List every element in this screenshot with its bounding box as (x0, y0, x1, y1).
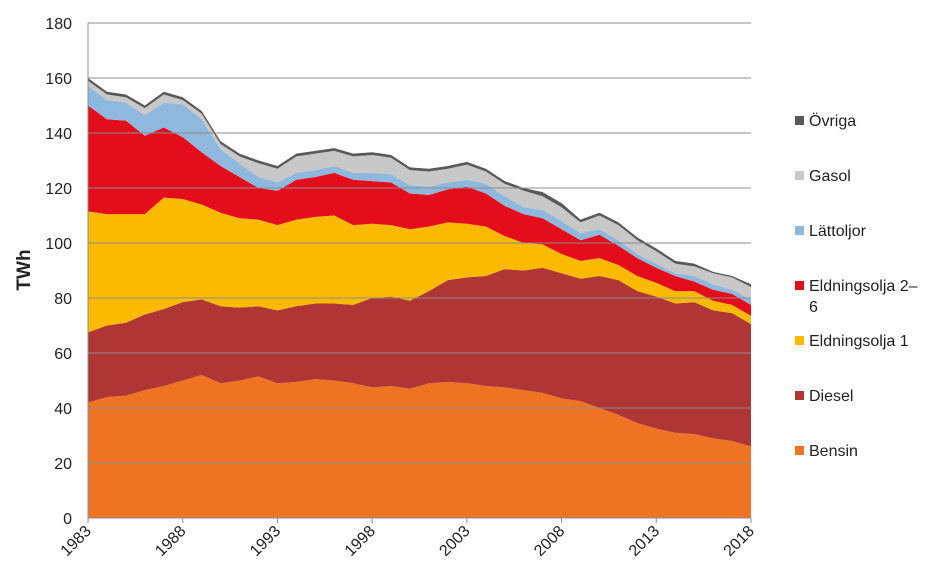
area (88, 105, 751, 316)
area (88, 375, 751, 518)
y-tick-label: 80 (54, 291, 72, 308)
y-tick-label: 140 (45, 126, 72, 143)
legend-swatch (795, 281, 804, 290)
legend-item: Eldningsolja 1 (795, 331, 919, 352)
legend-item: Gasol (795, 166, 919, 187)
legend-item: Bensin (795, 441, 919, 462)
x-tick-label: 1983 (58, 523, 95, 560)
x-tick-label: 2013 (626, 523, 663, 560)
legend-item: Lättoljor (795, 221, 919, 242)
y-tick-label: 60 (54, 346, 72, 363)
area (88, 80, 751, 300)
y-tick-label: 160 (45, 71, 72, 88)
area (88, 197, 751, 333)
y-tick-label: 20 (54, 456, 72, 473)
legend-swatch (795, 391, 804, 400)
area (88, 267, 751, 447)
y-tick-label: 0 (63, 511, 72, 528)
legend-label: Bensin (809, 443, 858, 460)
y-tick-label: 100 (45, 236, 72, 253)
x-tick-label: 1993 (247, 523, 284, 560)
legend-item: Övriga (795, 111, 919, 132)
legend-swatch (795, 446, 804, 455)
y-tick-label: 180 (45, 16, 72, 33)
legend-item: Eldningsolja 2–6 (795, 276, 919, 318)
legend-swatch (795, 226, 804, 235)
x-tick-label: 2008 (531, 523, 568, 560)
x-tick-label: 2018 (721, 523, 758, 560)
y-axis-label: TWh (14, 249, 35, 290)
area (88, 78, 751, 287)
areas (88, 78, 751, 518)
legend-label: Eldningsolja 1 (809, 333, 909, 350)
y-tick-label: 40 (54, 401, 72, 418)
legend-swatch (795, 171, 804, 180)
legend-label: Diesel (809, 388, 854, 405)
legend-label: Gasol (809, 168, 851, 185)
legend-swatch (795, 116, 804, 125)
x-tick-label: 2003 (436, 523, 473, 560)
x-tick-label: 1988 (152, 523, 189, 560)
legend-item: Diesel (795, 386, 919, 407)
legend-label: Lättoljor (809, 223, 866, 240)
legend-swatch (795, 336, 804, 345)
legend-label: Eldningsolja 2–6 (809, 278, 918, 316)
y-tick-label: 120 (45, 181, 72, 198)
x-tick-label: 1998 (342, 523, 379, 560)
legend-label: Övriga (809, 113, 857, 130)
